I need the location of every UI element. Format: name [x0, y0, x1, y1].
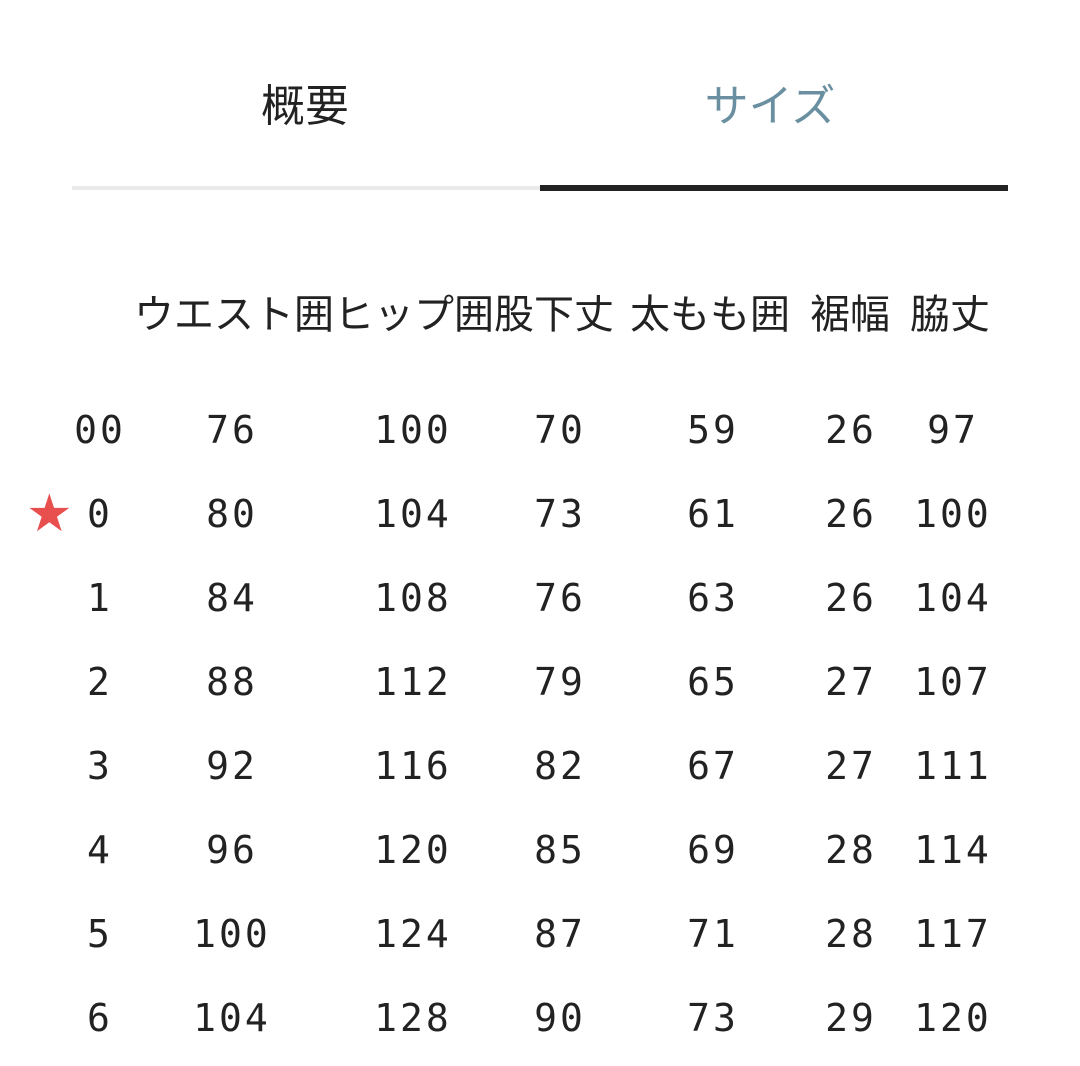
table-cell: 61 [687, 492, 739, 536]
table-cell: 104 [374, 492, 452, 536]
table-cell: 00 [74, 408, 126, 452]
table-cell: 111 [914, 744, 992, 788]
table-cell: 87 [534, 912, 586, 956]
table-cell: 82 [534, 744, 586, 788]
table-cell: 1 [87, 576, 113, 620]
table-cell: 0 [87, 492, 113, 536]
table-cell: 2 [87, 660, 113, 704]
table-cell: 63 [687, 576, 739, 620]
table-cell: 73 [534, 492, 586, 536]
table-cell: 114 [914, 828, 992, 872]
star-icon: ★ [26, 484, 73, 544]
table-cell: 80 [206, 492, 258, 536]
table-cell: 28 [825, 828, 877, 872]
table-cell: 104 [914, 576, 992, 620]
table-cell: 4 [87, 828, 113, 872]
table-cell: 69 [687, 828, 739, 872]
table-cell: 6 [87, 996, 113, 1040]
table-cell: 88 [206, 660, 258, 704]
header-waist: ウエスト囲 [134, 292, 334, 338]
table-cell: 92 [206, 744, 258, 788]
table-cell: 3 [87, 744, 113, 788]
table-cell: 100 [374, 408, 452, 452]
table-row: 00 76 100 70 59 26 97 [0, 408, 1080, 468]
table-cell: 96 [206, 828, 258, 872]
table-cell: 28 [825, 912, 877, 956]
table-row: 2 88 112 79 65 27 107 [0, 660, 1080, 720]
table-cell: 71 [687, 912, 739, 956]
table-row: 3 92 116 82 67 27 111 [0, 744, 1080, 804]
table-cell: 79 [534, 660, 586, 704]
table-cell: 67 [687, 744, 739, 788]
table-cell: 26 [825, 492, 877, 536]
table-cell: 5 [87, 912, 113, 956]
header-outseam: 脇丈 [910, 292, 990, 338]
table-cell: 29 [825, 996, 877, 1040]
table-row: ★ 0 80 104 73 61 26 100 [0, 484, 1080, 552]
table-cell: 97 [927, 408, 979, 452]
table-cell: 116 [374, 744, 452, 788]
table-cell: 76 [534, 576, 586, 620]
table-cell: 100 [914, 492, 992, 536]
table-cell: 100 [193, 912, 271, 956]
table-cell: 27 [825, 660, 877, 704]
table-cell: 120 [374, 828, 452, 872]
table-cell: 124 [374, 912, 452, 956]
table-row: 6 104 128 90 73 29 120 [0, 996, 1080, 1056]
table-cell: 90 [534, 996, 586, 1040]
table-cell: 120 [914, 996, 992, 1040]
table-cell: 104 [193, 996, 271, 1040]
table-cell: 112 [374, 660, 452, 704]
table-cell: 70 [534, 408, 586, 452]
table-cell: 85 [534, 828, 586, 872]
table-cell: 59 [687, 408, 739, 452]
header-hip: ヒップ囲 [334, 292, 494, 338]
tab-size[interactable]: サイズ [704, 81, 836, 132]
active-tab-indicator [540, 185, 1008, 191]
header-hem-width: 裾幅 [810, 292, 890, 338]
header-inseam: 股下丈 [494, 292, 614, 338]
table-row: 4 96 120 85 69 28 114 [0, 828, 1080, 888]
table-row: 1 84 108 76 63 26 104 [0, 576, 1080, 636]
header-thigh: 太もも囲 [630, 292, 790, 338]
table-cell: 73 [687, 996, 739, 1040]
table-cell: 84 [206, 576, 258, 620]
table-cell: 128 [374, 996, 452, 1040]
table-cell: 26 [825, 408, 877, 452]
table-cell: 26 [825, 576, 877, 620]
table-cell: 65 [687, 660, 739, 704]
tab-overview[interactable]: 概要 [261, 81, 349, 132]
table-row: 5 100 124 87 71 28 117 [0, 912, 1080, 972]
table-cell: 117 [914, 912, 992, 956]
table-cell: 76 [206, 408, 258, 452]
table-cell: 107 [914, 660, 992, 704]
table-cell: 108 [374, 576, 452, 620]
table-cell: 27 [825, 744, 877, 788]
